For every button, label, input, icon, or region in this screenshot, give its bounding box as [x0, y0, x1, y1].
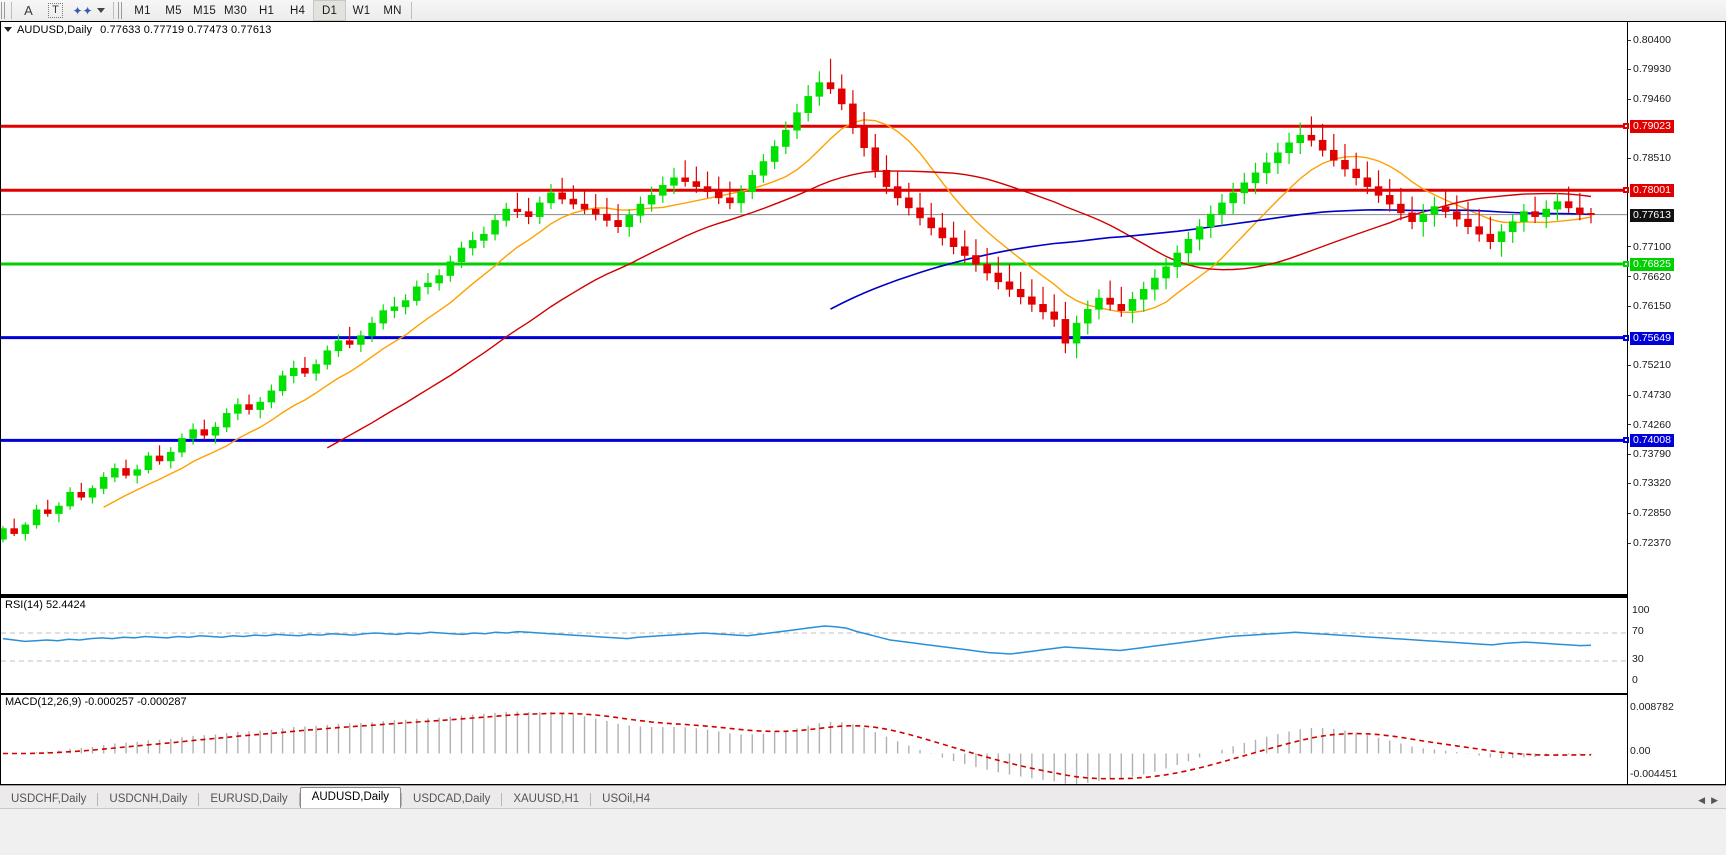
price-level-tag-support[interactable]: 0.75649 — [1630, 331, 1674, 345]
rsi-tick: 100 — [1632, 604, 1650, 616]
toolbar-divider — [11, 2, 12, 19]
level-drag-handle[interactable] — [1623, 334, 1629, 341]
toolbar-divider-3 — [411, 2, 412, 19]
text-label-icon[interactable]: A — [24, 3, 33, 18]
chart-tab-eurusd-daily[interactable]: EURUSD,Daily — [210, 793, 288, 805]
price-tick: 0.76150 — [1628, 300, 1671, 312]
chart-header: AUDUSD,Daily 0.77633 0.77719 0.77473 0.7… — [1, 22, 1725, 37]
price-tick: 0.73790 — [1628, 448, 1671, 460]
price-tick: 0.77100 — [1628, 241, 1671, 253]
macd-label: MACD(12,26,9) -0.000257 -0.000287 — [5, 696, 187, 708]
price-tick: 0.75210 — [1628, 359, 1671, 371]
price-tick: 0.72850 — [1628, 507, 1671, 519]
tab-divider — [501, 793, 503, 806]
macd-tick: 0.00 — [1630, 745, 1651, 758]
timeframe-m5[interactable]: M5 — [165, 4, 182, 17]
price-tick: 0.74260 — [1628, 419, 1671, 431]
chart-tab-audusd-daily[interactable]: AUDUSD,Daily — [299, 787, 402, 809]
price-tick: 0.79460 — [1628, 93, 1671, 105]
price-chart-canvas[interactable] — [1, 22, 1627, 596]
timeframe-w1[interactable]: W1 — [352, 4, 371, 17]
price-tick: 0.76620 — [1628, 271, 1671, 283]
price-tick: 0.79930 — [1628, 63, 1671, 75]
price-tick: 0.78510 — [1628, 152, 1671, 164]
status-bar — [0, 808, 1726, 855]
chart-tab-usdchf-daily[interactable]: USDCHF,Daily — [11, 793, 87, 805]
level-drag-handle[interactable] — [1623, 187, 1629, 194]
toolbar-divider-2 — [113, 2, 114, 19]
chart-tab-usdcnh-daily[interactable]: USDCNH,Daily — [109, 793, 188, 805]
level-drag-handle[interactable] — [1623, 123, 1629, 130]
macd-pane[interactable]: MACD(12,26,9) -0.000257 -0.000287 — [1, 693, 1627, 784]
price-level-tag-resistance[interactable]: 0.79023 — [1630, 120, 1674, 134]
rsi-pane[interactable]: RSI(14) 52.4424 — [1, 596, 1627, 692]
tab-divider — [97, 793, 99, 806]
timeframe-mn[interactable]: MN — [383, 4, 402, 17]
chart-tab-usdcad-daily[interactable]: USDCAD,Daily — [413, 793, 491, 805]
macd-tick: 0.008782 — [1630, 701, 1674, 713]
rsi-tick: 70 — [1632, 625, 1644, 637]
chart-menu-icon[interactable] — [4, 27, 12, 32]
chart-ohlc-label: 0.77633 0.77719 0.77473 0.77613 — [100, 23, 272, 36]
tab-divider — [401, 793, 403, 806]
price-level-tag-last-price[interactable]: 0.77613 — [1630, 208, 1674, 222]
tab-scroll-right-icon[interactable]: ▶ — [1711, 795, 1718, 805]
chart-symbol-label: AUDUSD,Daily — [17, 23, 93, 36]
tab-divider — [298, 793, 300, 806]
level-drag-handle[interactable] — [1623, 260, 1629, 267]
rsi-label: RSI(14) 52.4424 — [5, 599, 86, 611]
price-level-tag-support[interactable]: 0.76825 — [1630, 257, 1674, 271]
timeframe-m1[interactable]: M1 — [134, 4, 151, 17]
level-drag-handle[interactable] — [1623, 437, 1629, 444]
timeframe-h4[interactable]: H4 — [289, 4, 306, 17]
tab-scroll-left-icon[interactable]: ◀ — [1698, 795, 1706, 805]
rsi-tick: 0 — [1632, 674, 1638, 686]
chart-tab-xauusd-h1[interactable]: XAUUSD,H1 — [513, 793, 580, 805]
price-level-tag-resistance[interactable]: 0.78001 — [1630, 184, 1674, 198]
price-scale[interactable]: 0.80400 0.79930 0.79460 0.78510 0.77100 0.766… — [1623, 22, 1725, 784]
rsi-chart-canvas[interactable] — [1, 598, 1627, 692]
rsi-tick: 30 — [1632, 653, 1644, 665]
timeframe-m30[interactable]: M30 — [224, 4, 247, 17]
price-tick: 0.74730 — [1628, 389, 1671, 401]
objects-icon[interactable]: ✦✦ — [72, 3, 93, 18]
main-toolbar: A T ✦✦ M1 M5 M15 M30 H1 H4 D1 W1 MN — [0, 0, 1726, 22]
tab-nav: ◀ ▶ — [1698, 795, 1726, 809]
price-tick: 0.80400 — [1628, 34, 1671, 46]
chart-window: AUDUSD,Daily 0.77633 0.77719 0.77473 0.7… — [0, 21, 1726, 806]
timeframe-d1[interactable]: D1 — [313, 0, 346, 21]
chart-tab-bar: USDCHF,Daily USDCNH,Daily EURUSD,Daily AUDU… — [0, 785, 1726, 809]
toolbar-grip[interactable] — [1, 2, 6, 19]
timeframe-group: M1 M5 M15 M30 H1 H4 D1 W1 MN — [127, 0, 408, 21]
tab-divider — [198, 793, 200, 806]
text-box-icon[interactable]: T — [42, 1, 69, 20]
price-tick: 0.72370 — [1628, 537, 1671, 549]
price-level-tag-support[interactable]: 0.74008 — [1630, 434, 1674, 448]
macd-tick: -0.004451 — [1630, 768, 1678, 780]
tab-divider — [590, 793, 592, 806]
macd-chart-canvas[interactable] — [1, 695, 1627, 784]
chevron-down-icon[interactable] — [97, 8, 105, 13]
price-pane[interactable] — [1, 22, 1627, 596]
timeframe-h1[interactable]: H1 — [258, 4, 275, 17]
price-tick: 0.73320 — [1628, 477, 1671, 489]
chart-tab-usoil-h4[interactable]: USOil,H4 — [602, 793, 651, 805]
timeframe-m15[interactable]: M15 — [193, 4, 216, 17]
timeframe-grip[interactable] — [118, 2, 123, 19]
